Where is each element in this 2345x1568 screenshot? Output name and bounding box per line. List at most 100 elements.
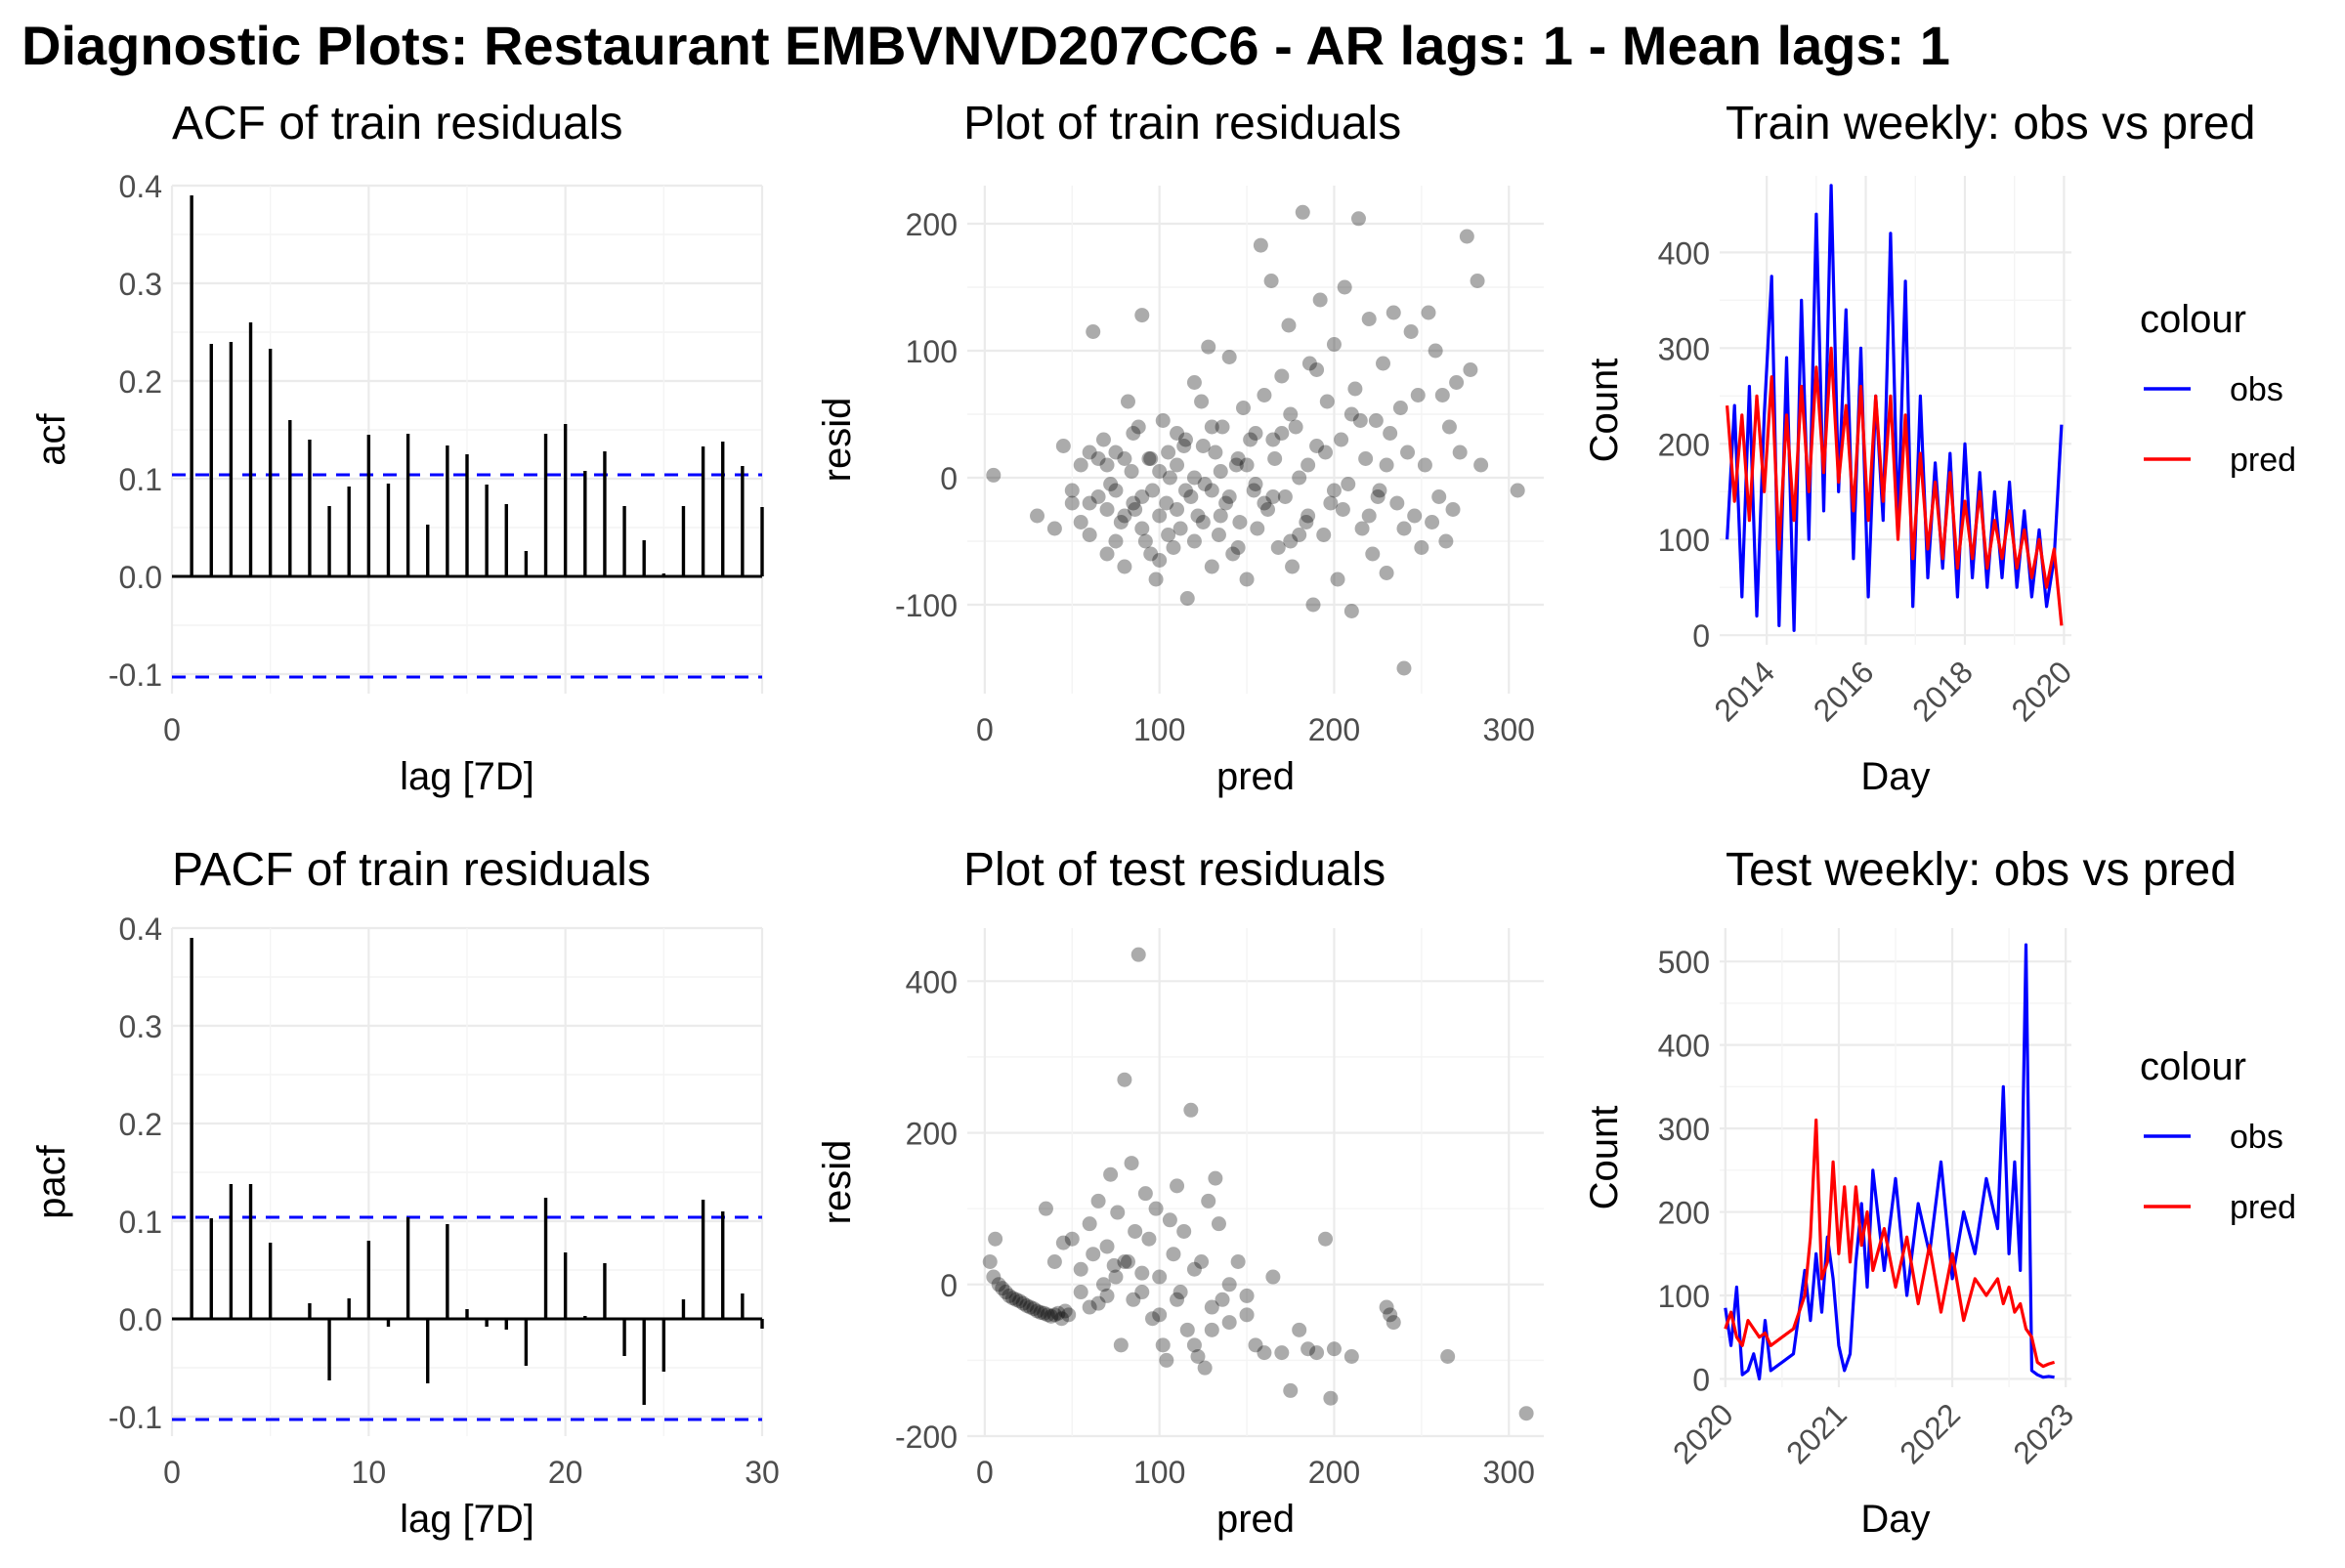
scatter-point <box>1400 445 1416 460</box>
x-tick-label: 0 <box>976 1455 994 1490</box>
scatter-point <box>1124 464 1139 479</box>
y-tick-label: 0.1 <box>119 1205 162 1240</box>
scatter-point <box>1392 401 1408 415</box>
scatter-point <box>1425 515 1440 530</box>
scatter-point <box>1301 356 1317 371</box>
y-tick-label: -0.1 <box>108 1400 162 1435</box>
scatter-point <box>1194 394 1210 409</box>
legend-label-pred: pred <box>2230 1189 2296 1226</box>
scatter-point <box>1170 426 1185 441</box>
scatter-point <box>986 1269 1002 1285</box>
scatter-point <box>1248 477 1263 491</box>
scatter-point <box>1095 432 1111 447</box>
scatter-point <box>1170 502 1185 517</box>
scatter-point <box>1090 1295 1106 1311</box>
scatter-point <box>1019 1298 1035 1314</box>
scatter-point <box>1218 495 1234 511</box>
scatter-point <box>1350 211 1366 227</box>
scatter-point <box>982 1253 998 1269</box>
scatter-point <box>1170 1178 1185 1194</box>
scatter-point <box>1120 394 1135 409</box>
scatter-point <box>1090 451 1106 466</box>
scatter-point <box>1082 445 1097 460</box>
scatter-point <box>1152 553 1168 568</box>
scatter-point <box>1292 1322 1307 1337</box>
x-tick-label: 300 <box>1483 712 1535 747</box>
x-tick-label: 2018 <box>1905 654 1980 728</box>
pacf-title: PACF of train residuals <box>172 844 651 896</box>
scatter-point <box>1120 1253 1135 1269</box>
test_weekly-title: Test weekly: obs vs pred <box>1726 844 2237 896</box>
scatter-point <box>1130 947 1146 962</box>
y-tick-label: 0.2 <box>119 364 162 400</box>
scatter-point <box>1117 508 1132 524</box>
test_weekly-legend: colour obs pred <box>2140 1045 2296 1226</box>
scatter-point <box>1449 375 1465 390</box>
scatter-point <box>1250 521 1265 536</box>
scatter-point <box>1159 1352 1174 1368</box>
acf-xlabel: lag [7D] <box>400 755 534 798</box>
scatter-point <box>1347 381 1363 397</box>
scatter-point <box>1386 305 1401 320</box>
scatter-point <box>1141 1231 1157 1247</box>
scatter-point <box>1414 540 1429 555</box>
scatter-point <box>1061 1307 1077 1323</box>
scatter-point <box>1208 445 1223 460</box>
scatter-point <box>1176 439 1192 453</box>
scatter-point <box>1518 1406 1534 1421</box>
scatter-point <box>1288 419 1303 435</box>
scatter-point <box>1026 1301 1042 1317</box>
test_weekly-ylabel: Count <box>1583 1106 1626 1210</box>
train_resid-title: Plot of train residuals <box>963 98 1401 149</box>
y-tick-label: 0.3 <box>119 1009 162 1044</box>
scatter-point <box>1022 1299 1038 1315</box>
scatter-point <box>1440 1349 1456 1365</box>
x-tick-label: 0 <box>976 712 994 747</box>
scatter-point <box>1330 572 1345 587</box>
legend-label-pred: pred <box>2230 442 2296 479</box>
scatter-point <box>1417 457 1432 473</box>
scatter-point <box>1162 1212 1177 1228</box>
scatter-point <box>1334 432 1349 447</box>
scatter-point <box>1230 1253 1246 1269</box>
scatter-point <box>1113 515 1129 530</box>
scatter-point <box>1260 502 1276 517</box>
scatter-point <box>1343 406 1359 422</box>
scatter-point <box>1179 1322 1195 1337</box>
scatter-point <box>1368 413 1384 428</box>
scatter-point <box>1108 445 1124 460</box>
scatter-point <box>1186 1337 1202 1353</box>
scatter-point <box>1239 457 1255 473</box>
scatter-point <box>1267 451 1283 466</box>
scatter-point <box>1166 1247 1181 1262</box>
scatter-point <box>1103 1166 1119 1182</box>
test_resid-title: Plot of test residuals <box>963 844 1386 896</box>
scatter-point <box>1318 1231 1334 1247</box>
scatter-point <box>1073 515 1088 530</box>
scatter-point <box>1030 1303 1045 1319</box>
scatter-point <box>1318 445 1334 460</box>
scatter-point <box>988 1231 1003 1247</box>
scatter-point <box>1221 1315 1237 1331</box>
scatter-point <box>1190 1349 1206 1365</box>
scatter-point <box>1396 521 1412 536</box>
scatter-point <box>1386 1315 1401 1331</box>
y-tick-label: 0 <box>940 1268 958 1303</box>
scatter-point <box>1015 1295 1031 1311</box>
scatter-point <box>1099 457 1115 473</box>
scatter-point <box>1030 508 1045 524</box>
scatter-point <box>1046 1253 1062 1269</box>
scatter-point <box>1274 368 1290 384</box>
scatter-point <box>1300 457 1316 473</box>
train_weekly-ylabel: Count <box>1583 359 1626 463</box>
scatter-point <box>1037 1305 1052 1321</box>
x-tick-label: 0 <box>163 712 181 747</box>
legend-label-obs: obs <box>2230 1119 2283 1156</box>
scatter-point <box>1248 1337 1263 1353</box>
scatter-point <box>1124 1156 1139 1171</box>
scatter-point <box>1046 1307 1062 1323</box>
scatter-point <box>1117 1253 1132 1269</box>
scatter-point <box>1292 528 1307 542</box>
scatter-point <box>1434 388 1450 403</box>
scatter-point <box>1389 495 1405 511</box>
